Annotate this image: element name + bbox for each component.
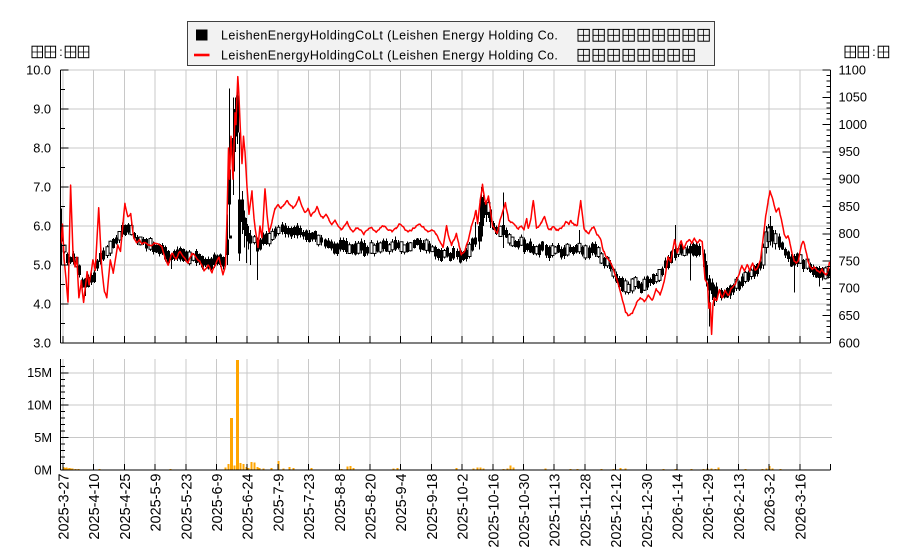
svg-text:650: 650 bbox=[839, 308, 860, 323]
svg-text:9.0: 9.0 bbox=[33, 101, 51, 116]
svg-text:950: 950 bbox=[839, 144, 860, 159]
svg-text:2025-8-8: 2025-8-8 bbox=[333, 474, 349, 532]
svg-text:6.0: 6.0 bbox=[33, 218, 51, 233]
svg-text:750: 750 bbox=[839, 253, 860, 268]
svg-text:10.0: 10.0 bbox=[26, 62, 51, 77]
svg-text:2025-4-10: 2025-4-10 bbox=[87, 474, 103, 540]
svg-text:800: 800 bbox=[839, 226, 860, 241]
svg-text:2025-11-13: 2025-11-13 bbox=[548, 474, 564, 547]
svg-text:2025-3-27: 2025-3-27 bbox=[57, 474, 73, 540]
svg-text:10M: 10M bbox=[27, 398, 52, 413]
svg-text:2026-3-2: 2026-3-2 bbox=[763, 474, 779, 532]
svg-text:7.0: 7.0 bbox=[33, 179, 51, 194]
svg-text:2025-5-23: 2025-5-23 bbox=[179, 474, 195, 540]
svg-text:2025-10-2: 2025-10-2 bbox=[456, 474, 472, 540]
svg-text:LeishenEnergyHoldingCoLt (Leis: LeishenEnergyHoldingCoLt (Leishen Energy… bbox=[221, 29, 558, 43]
svg-text:2026-1-14: 2026-1-14 bbox=[671, 474, 687, 540]
svg-text:2025-7-9: 2025-7-9 bbox=[271, 474, 287, 532]
svg-text:2025-8-20: 2025-8-20 bbox=[364, 474, 380, 540]
svg-text:2026-2-13: 2026-2-13 bbox=[732, 474, 748, 540]
svg-text:15M: 15M bbox=[27, 365, 52, 380]
svg-text:2025-9-4: 2025-9-4 bbox=[394, 474, 410, 532]
svg-text:1050: 1050 bbox=[839, 90, 867, 105]
svg-text:0M: 0M bbox=[34, 462, 52, 477]
svg-text:2026-1-29: 2026-1-29 bbox=[701, 474, 717, 540]
svg-text:2025-10-16: 2025-10-16 bbox=[486, 474, 502, 548]
svg-text:600: 600 bbox=[839, 335, 860, 350]
svg-text:2025-11-28: 2025-11-28 bbox=[578, 474, 594, 547]
svg-text:700: 700 bbox=[839, 281, 860, 296]
svg-text:2025-10-30: 2025-10-30 bbox=[517, 474, 533, 548]
svg-text::: : bbox=[872, 45, 875, 59]
svg-text:5.0: 5.0 bbox=[33, 257, 51, 272]
svg-text:850: 850 bbox=[839, 199, 860, 214]
svg-text:2025-12-30: 2025-12-30 bbox=[640, 474, 656, 548]
svg-text:3.0: 3.0 bbox=[33, 335, 51, 350]
svg-text:900: 900 bbox=[839, 172, 860, 187]
svg-text:LeishenEnergyHoldingCoLt (Leis: LeishenEnergyHoldingCoLt (Leishen Energy… bbox=[221, 49, 558, 63]
svg-text:8.0: 8.0 bbox=[33, 140, 51, 155]
svg-text:1100: 1100 bbox=[839, 62, 867, 77]
svg-text::: : bbox=[59, 45, 62, 59]
svg-text:1000: 1000 bbox=[839, 117, 867, 132]
svg-text:2025-6-9: 2025-6-9 bbox=[210, 474, 226, 532]
svg-text:4.0: 4.0 bbox=[33, 296, 51, 311]
svg-text:2025-7-23: 2025-7-23 bbox=[302, 474, 318, 540]
svg-text:2025-4-25: 2025-4-25 bbox=[118, 474, 134, 540]
svg-text:2025-6-24: 2025-6-24 bbox=[241, 474, 257, 540]
svg-text:5M: 5M bbox=[34, 430, 52, 445]
svg-text:2025-9-18: 2025-9-18 bbox=[425, 474, 441, 540]
svg-text:2025-12-12: 2025-12-12 bbox=[609, 474, 625, 548]
svg-text:2026-3-16: 2026-3-16 bbox=[793, 474, 809, 540]
svg-text:2025-5-9: 2025-5-9 bbox=[149, 474, 165, 532]
